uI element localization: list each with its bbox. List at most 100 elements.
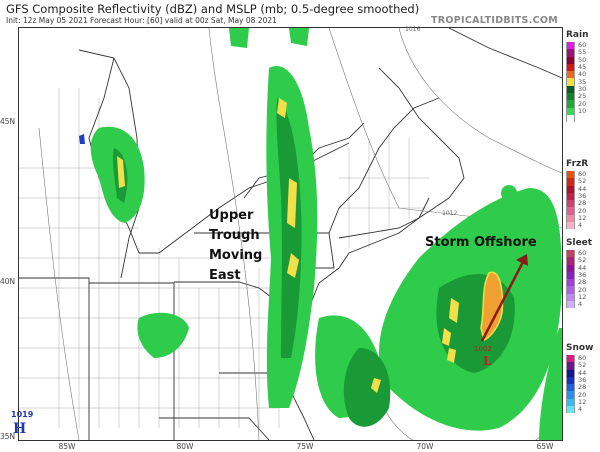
legend-sleet: Sleet 60 52 44 36 28 20 12 4 [566,238,600,309]
legend-value: 12 [578,397,587,406]
legend-title: Rain [566,30,589,40]
legend-value: 28 [578,278,587,287]
legend-snow: Snow 60 52 44 36 28 20 12 4 [566,343,600,414]
legend-swatch: 50 [566,55,600,64]
legend-color [566,85,575,94]
legend-color [566,391,575,399]
lat-label-35n: 35N [0,432,16,441]
legend-swatch: 25 [566,92,600,101]
lat-label-45n: 45N [0,117,16,126]
legend-value: 30 [578,84,587,93]
legend-swatch: 60 [566,354,600,363]
storm-annotation: Storm Offshore [425,235,537,250]
legend-value: 35 [578,77,587,86]
legend-swatch: 44 [566,369,600,377]
legend-color [566,192,575,201]
legend-swatch: 36 [566,271,600,280]
storm-direction-arrow [480,254,528,342]
legend-value: 52 [578,256,587,265]
legend-swatch: 10 [566,106,600,115]
legend-value: 4 [578,405,583,414]
low-pressure-value: 1002 [474,345,492,353]
trough-annotation-line: East [209,268,241,283]
legend-swatch: 20 [566,285,600,294]
legend-value: 25 [578,92,587,101]
legend-swatch [566,114,600,123]
lon-label-75w: 75W [296,442,314,451]
isobar-label-1012: 1012 [442,210,458,217]
trough-annotation-line: Trough [209,228,260,243]
legend-value: 60 [578,41,587,50]
legend-value: 44 [578,184,587,193]
legend-rain: Rain 60 55 50 45 40 35 30 25 20 10 [566,30,600,123]
legend-color [566,286,575,294]
legend-value: 20 [578,390,587,399]
trough-annotation-line: Upper [209,208,254,223]
legend-swatch: 40 [566,71,600,79]
legend-value: 20 [578,285,587,294]
precipitation-green [90,28,562,440]
legend-color [566,171,575,179]
legend-swatch: 44 [566,263,600,272]
legend-color [566,42,575,50]
legend-color [566,293,575,302]
legend-color [566,185,575,193]
brand-watermark: TROPICALTIDBITS.COM [431,15,558,26]
legend-color [566,71,575,79]
legend-swatch: 12 [566,292,600,302]
legend-value: 36 [578,271,587,280]
legend-value: 52 [578,361,587,370]
legend-swatch: 28 [566,383,600,392]
legend-swatch: 28 [566,278,600,287]
legend-swatch: 35 [566,77,600,86]
legend-value: 44 [578,263,587,272]
legend-swatch: 20 [566,390,600,399]
legend-color [566,100,575,108]
legend-title: Sleet [566,238,593,248]
map-subtitle: Init: 12z May 05 2021 Forecast Hour: [60… [6,16,277,25]
legend-color [566,250,575,258]
legend-value: 60 [578,249,587,258]
legend-color [566,178,575,186]
legend-value: 12 [578,213,587,222]
legend-swatch: 12 [566,213,600,223]
legend-color [566,376,575,385]
legend-title: FrzR [566,159,589,169]
legend-color [566,271,575,280]
legend-color [566,63,575,72]
legend-color [566,56,575,64]
lon-label-65w: 65W [536,442,554,451]
legend-swatch: 30 [566,84,600,94]
legend-swatch: 52 [566,256,600,265]
legend-swatch: 55 [566,49,600,57]
weather-map: 1016 1012 Upper Trough Moving East Storm… [11,26,570,452]
legend-value: 52 [578,177,587,186]
legend-swatch: 4 [566,221,600,230]
legend-value: 28 [578,383,587,392]
legend-color [566,49,575,57]
legend-color [566,207,575,215]
legend-value: 60 [578,170,587,179]
legend-color [566,93,575,101]
lon-label-85w: 85W [58,442,76,451]
legend-value: 60 [578,354,587,363]
legend-swatch: 20 [566,207,600,215]
lat-label-40n: 40N [0,277,16,286]
legend-swatch: 4 [566,301,600,309]
legend-color [566,107,575,115]
legend-value: 10 [578,106,587,115]
legend-swatch: 36 [566,192,600,201]
legend-value: 4 [578,221,583,230]
legend-swatch: 12 [566,397,600,407]
legend-value: 50 [578,55,587,64]
legend-swatch: 28 [566,200,600,208]
lon-label-80w: 80W [176,442,194,451]
legend-swatch: 36 [566,376,600,385]
legend-value: 12 [578,292,587,301]
legend-swatch: 60 [566,249,600,258]
legend-color [566,214,575,223]
legend-title: Snow [566,343,594,353]
legend-swatch: 20 [566,100,600,108]
high-pressure-marker: H [13,421,27,437]
legend-value: 36 [578,192,587,201]
